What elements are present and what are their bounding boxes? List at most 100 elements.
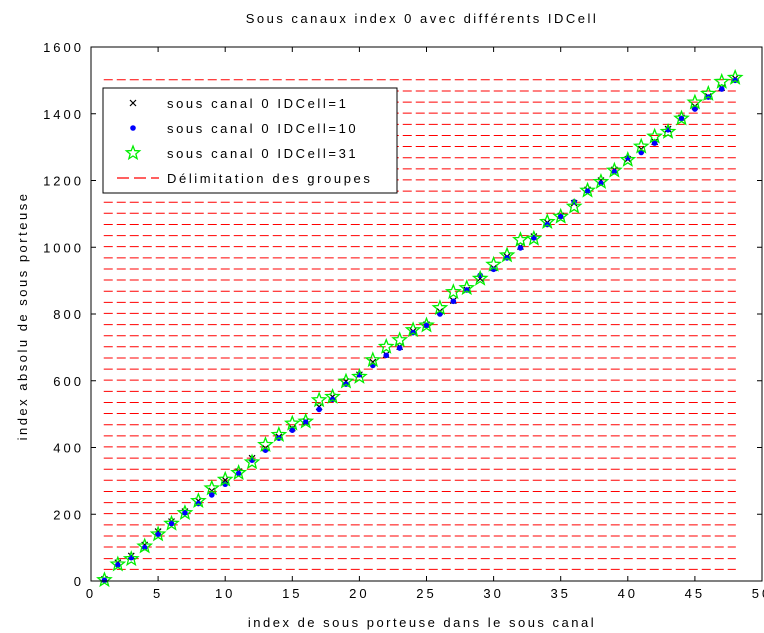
- y-tick-label: 1000: [43, 240, 84, 255]
- data-point: [431, 299, 449, 316]
- data-point: [189, 492, 207, 509]
- legend-label: Délimitation des groupes: [167, 171, 372, 186]
- data-point: [713, 72, 731, 89]
- chart-title: Sous canaux index 0 avec différents IDCe…: [246, 11, 599, 26]
- data-point: [383, 352, 390, 359]
- data-point: [230, 464, 248, 480]
- data-point: [109, 555, 127, 572]
- data-point: [122, 550, 140, 567]
- x-axis: 0 5 10 15 20 25 30 35 40 45 50: [86, 47, 764, 601]
- y-tick-label: 1200: [43, 174, 84, 189]
- data-point: [646, 127, 664, 144]
- y-axis-label: index absolu de sous porteuse: [15, 192, 30, 441]
- data-point: [324, 387, 341, 404]
- data-point: [316, 406, 322, 413]
- data-point: [149, 525, 167, 542]
- data-point: [115, 562, 121, 568]
- legend: sous canal 0 IDCell=1 sous canal 0 IDCell…: [102, 87, 398, 194]
- data-point: [458, 279, 476, 296]
- data-point: [692, 106, 698, 112]
- x-tick-label: 40: [618, 586, 638, 601]
- data-point: [619, 151, 637, 167]
- data-point: [351, 367, 368, 384]
- data-point: [485, 255, 502, 272]
- y-tick-label: 0: [74, 574, 84, 589]
- data-point: [297, 412, 315, 429]
- legend-box: [102, 87, 398, 194]
- data-point: [163, 514, 180, 531]
- data-point: [512, 231, 529, 248]
- data-point: [302, 419, 309, 425]
- x-tick-label: 20: [349, 586, 369, 601]
- data-point: [592, 173, 610, 189]
- data-point: [182, 510, 188, 516]
- data-point: [396, 345, 403, 351]
- legend-marker: [124, 144, 142, 161]
- data-point: [565, 197, 583, 214]
- legend-marker: [129, 99, 137, 107]
- data-point: [444, 283, 462, 300]
- data-point: [377, 337, 395, 354]
- y-tick-label: 200: [53, 507, 84, 522]
- y-tick-label: 1400: [43, 107, 84, 122]
- y-tick-label: 1600: [43, 40, 84, 55]
- legend-marker: [130, 125, 136, 131]
- data-point: [471, 269, 489, 286]
- y-tick-label: 400: [53, 441, 84, 456]
- data-point: [718, 86, 725, 92]
- data-point: [203, 479, 221, 496]
- data-point: [538, 213, 556, 230]
- x-tick-label: 30: [483, 586, 503, 601]
- data-point: [257, 436, 274, 452]
- x-tick-label: 10: [215, 586, 235, 601]
- data-point: [391, 331, 409, 348]
- data-point: [678, 115, 685, 122]
- x-axis-label: index de sous porteuse dans le sous cana…: [248, 615, 596, 630]
- data-point: [651, 140, 658, 146]
- x-tick-label: 15: [282, 586, 302, 601]
- data-point: [557, 213, 564, 220]
- data-point: [208, 492, 215, 498]
- group-delimitation-lines: [103, 79, 736, 570]
- data-point: [168, 520, 175, 527]
- data-point: [221, 476, 229, 484]
- legend-label: sous canal 0 IDCell=31: [167, 146, 358, 161]
- data-point: [364, 351, 382, 368]
- data-point: [337, 372, 355, 389]
- data-point: [450, 298, 457, 305]
- data-point: [235, 470, 242, 477]
- y-tick-label: 600: [53, 374, 84, 389]
- data-point: [418, 316, 435, 333]
- data-point: [605, 161, 623, 178]
- data-point: [96, 571, 113, 588]
- data-point: [517, 245, 524, 251]
- data-point: [310, 391, 328, 408]
- data-point: [289, 427, 296, 433]
- data-point: [283, 414, 301, 431]
- x-tick-label: 25: [416, 586, 436, 601]
- data-point: [579, 181, 596, 198]
- series-layer: [96, 68, 744, 588]
- x-tick-label: 35: [550, 586, 570, 601]
- data-point: [136, 537, 154, 554]
- data-point: [632, 137, 650, 154]
- data-point: [423, 322, 430, 329]
- data-point: [525, 229, 543, 246]
- legend-label: sous canal 0 IDCell=1: [167, 96, 348, 111]
- data-point: [699, 84, 717, 101]
- data-point: [611, 169, 618, 175]
- y-tick-label: 800: [53, 307, 84, 322]
- y-axis: 0 200 400 600 800 1000 1200 1400 1600: [43, 40, 762, 589]
- legend-label: sous canal 0 IDCell=10: [167, 121, 358, 136]
- data-point: [673, 109, 690, 126]
- data-point: [552, 207, 570, 224]
- data-point: [176, 504, 194, 521]
- data-point: [216, 470, 234, 487]
- data-point: [659, 122, 677, 139]
- data-point: [270, 426, 288, 442]
- x-tick-label: 50: [752, 586, 764, 601]
- x-tick-label: 5: [153, 586, 163, 601]
- data-point: [598, 180, 604, 186]
- data-point: [498, 246, 516, 263]
